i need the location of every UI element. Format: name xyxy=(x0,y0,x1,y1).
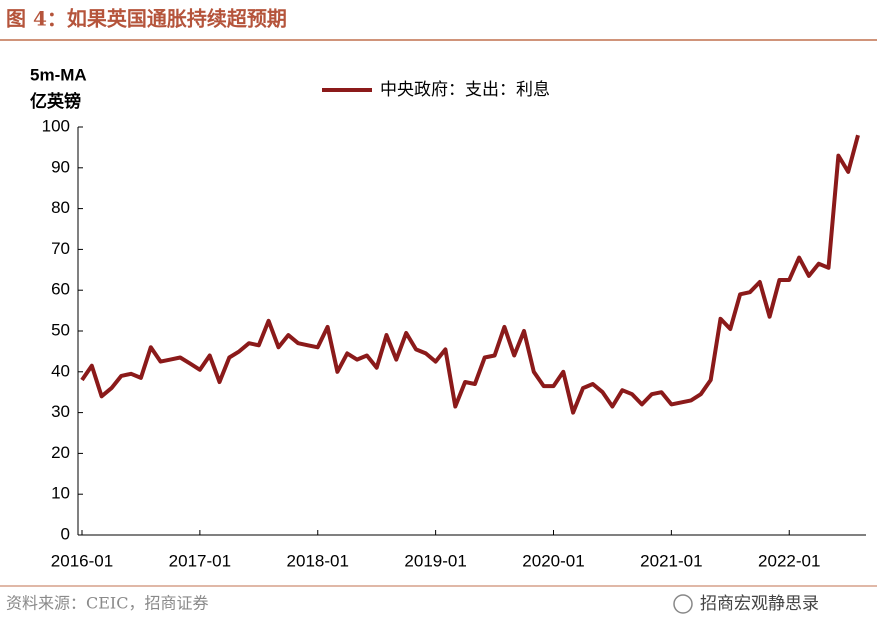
y-tick-label: 50 xyxy=(51,320,70,339)
y-tick-label: 100 xyxy=(42,116,70,135)
watermark: 招商宏观静思录 xyxy=(700,594,819,614)
y-tick-label: 40 xyxy=(51,361,70,380)
y-tick-label: 70 xyxy=(51,239,70,258)
x-tick-label: 2022-01 xyxy=(758,551,820,570)
y-tick-label: 20 xyxy=(51,443,70,462)
x-tick-label: 2017-01 xyxy=(169,551,231,570)
x-tick-label: 2016-01 xyxy=(51,551,113,570)
y-tick-label: 0 xyxy=(61,524,70,543)
x-tick-label: 2018-01 xyxy=(287,551,349,570)
y-axis-unit: 亿英镑 xyxy=(30,91,81,112)
y-tick-label: 30 xyxy=(51,402,70,421)
y-axis-unit: 5m-MA xyxy=(30,65,87,84)
source: 资料来源：CEIC，招商证券 xyxy=(6,594,209,613)
line-series xyxy=(80,134,860,415)
y-tick-label: 80 xyxy=(51,198,70,217)
x-tick-label: 2020-01 xyxy=(522,551,584,570)
legend-label: 中央政府：支出：利息 xyxy=(380,80,550,100)
watermark-icon xyxy=(673,594,693,614)
y-tick-label: 60 xyxy=(51,280,70,299)
y-tick-label: 10 xyxy=(51,484,70,503)
x-tick-label: 2019-01 xyxy=(404,551,466,570)
y-tick-label: 90 xyxy=(51,157,70,176)
x-tick-label: 2021-01 xyxy=(640,551,702,570)
chart-title: 图 4：如果英国通胀持续超预期 xyxy=(6,7,287,31)
